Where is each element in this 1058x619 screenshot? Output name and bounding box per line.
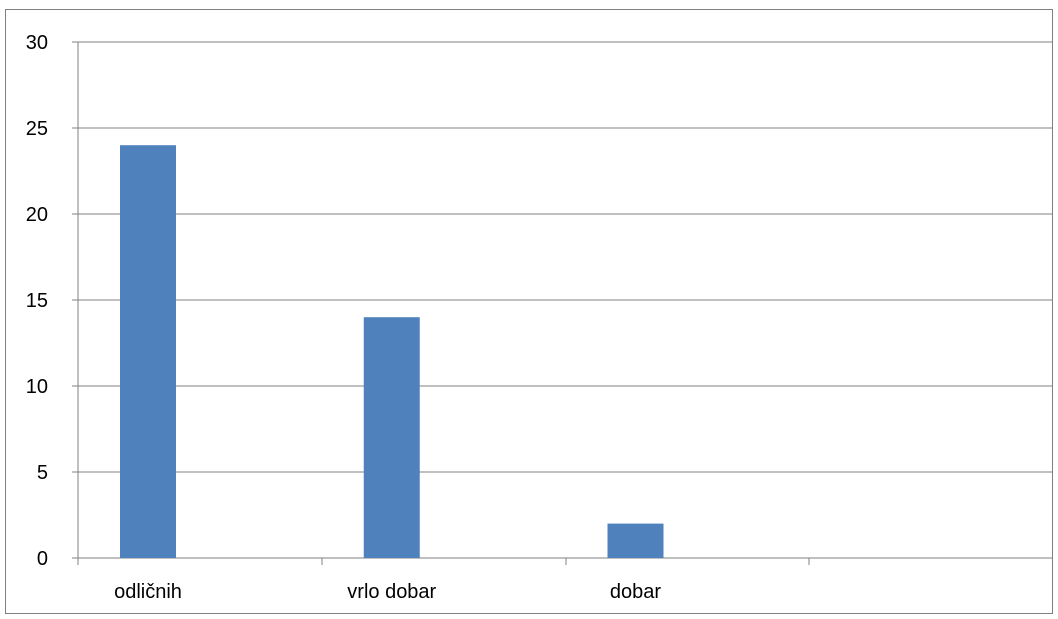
x-tick-label: odličnih — [114, 581, 182, 603]
axes — [72, 41, 1053, 565]
y-tick-label: 25 — [26, 118, 48, 140]
gridlines — [78, 41, 1053, 473]
x-tick-label: vrlo dobar — [347, 581, 436, 603]
bar-1 — [120, 145, 176, 558]
y-tick-label: 30 — [26, 32, 48, 54]
bar-2 — [363, 317, 420, 558]
y-tick-label: 5 — [37, 462, 48, 484]
x-tick-label: dobar — [610, 581, 661, 603]
chart-frame — [5, 9, 1053, 614]
bars — [120, 145, 664, 558]
tick-labels: 0 5 10 15 20 25 30 odličnih vrlo dobar dobar — [26, 32, 662, 603]
y-tick-label: 15 — [26, 290, 48, 312]
y-tick-label: 10 — [26, 376, 48, 398]
y-tick-label: 0 — [37, 548, 48, 570]
bar-3 — [607, 523, 664, 558]
y-tick-label: 20 — [26, 204, 48, 226]
